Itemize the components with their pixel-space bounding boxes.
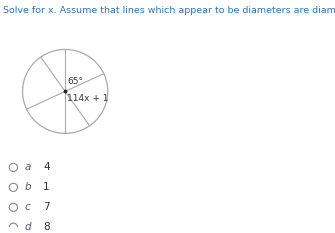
Text: 1: 1 — [43, 182, 50, 192]
Text: 114x + 1: 114x + 1 — [67, 94, 109, 103]
Text: 8: 8 — [43, 222, 50, 232]
Text: a: a — [25, 162, 31, 172]
Text: 65°: 65° — [67, 77, 83, 86]
Text: d: d — [25, 222, 31, 232]
Text: c: c — [25, 202, 30, 212]
Text: Solve for x. Assume that lines which appear to be diameters are diameters.: Solve for x. Assume that lines which app… — [3, 6, 335, 15]
Text: 4: 4 — [43, 162, 50, 172]
Text: b: b — [25, 182, 31, 192]
Text: 7: 7 — [43, 202, 50, 212]
